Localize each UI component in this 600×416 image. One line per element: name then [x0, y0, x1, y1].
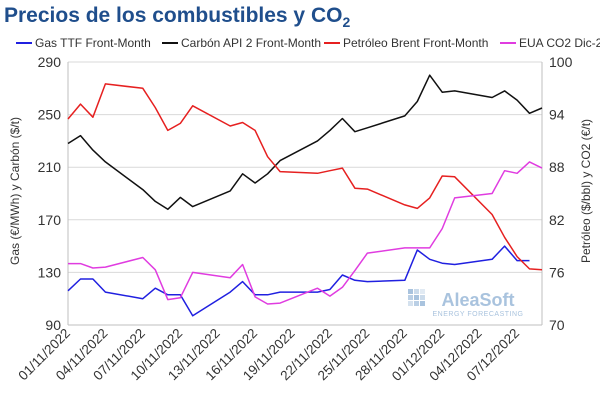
y-axis-label-left: Gas (€/MWh) y Carbón ($/t)	[8, 117, 22, 265]
chart-title-main: Precios de los combustibles y CO	[4, 4, 343, 27]
watermark-logo-square	[408, 301, 413, 306]
y-left-tick-label: 130	[38, 264, 62, 280]
series-line-eua-co2-dic-22	[68, 161, 543, 305]
y-axis-label-right: Petróleo ($/bbl) y CO2 (€/t)	[579, 119, 593, 263]
watermark-logo-square	[414, 289, 419, 294]
y-left-tick-label: 290	[38, 54, 62, 70]
legend-label-carb-n-api-2-front-month: Carbón API 2 Front-Month	[181, 36, 321, 50]
series-line-carb-n-api-2-front-month	[67, 74, 543, 211]
y-right-tick-label: 76	[549, 264, 565, 280]
chart-title: Precios de los combustibles y CO2	[4, 4, 350, 30]
x-axis: 01/11/202204/11/202207/11/202210/11/2022…	[15, 326, 522, 384]
watermark-tagline: ENERGY FORECASTING	[433, 311, 524, 318]
legend: Gas TTF Front-Month Carbón API 2 Front-Mo…	[16, 36, 600, 50]
plot-frame	[67, 62, 543, 326]
y-right-tick-label: 100	[549, 54, 573, 70]
chart-title-subscript: 2	[342, 14, 351, 31]
y-left-tick-label: 90	[45, 317, 61, 333]
watermark-brand: AleaSoft	[441, 290, 514, 310]
y-right-tick-label: 82	[549, 212, 565, 228]
y-left-tick-label: 250	[38, 107, 62, 123]
y-axis-left: 90 130 170 210 250 290	[38, 54, 62, 333]
watermark-logo-square	[408, 295, 413, 300]
watermark-logo-square	[420, 301, 425, 306]
y-axis-right: 70 76 82 88 94 100	[549, 54, 573, 333]
series-line-gas-ttf-front-month	[67, 245, 530, 317]
watermark-logo-square	[414, 295, 419, 300]
legend-label-gas-ttf-front-month: Gas TTF Front-Month	[35, 36, 151, 50]
y-right-tick-label: 70	[549, 317, 565, 333]
watermark-logo-square	[420, 295, 425, 300]
legend-label-petr-leo-brent-front-month: Petróleo Brent Front-Month	[343, 36, 488, 50]
legend-label-eua-co2-dic-22: EUA CO2 Dic-22	[519, 36, 600, 50]
watermark-logo-square	[420, 289, 425, 294]
y-left-tick-label: 210	[38, 159, 62, 175]
watermark-logo-square	[408, 289, 413, 294]
watermark-logo-square	[414, 301, 419, 306]
y-right-tick-label: 88	[549, 159, 565, 175]
y-right-tick-label: 94	[549, 107, 565, 123]
series-lines	[67, 74, 543, 317]
y-left-tick-label: 170	[38, 212, 62, 228]
series-line-petr-leo-brent-front-month	[67, 83, 543, 271]
